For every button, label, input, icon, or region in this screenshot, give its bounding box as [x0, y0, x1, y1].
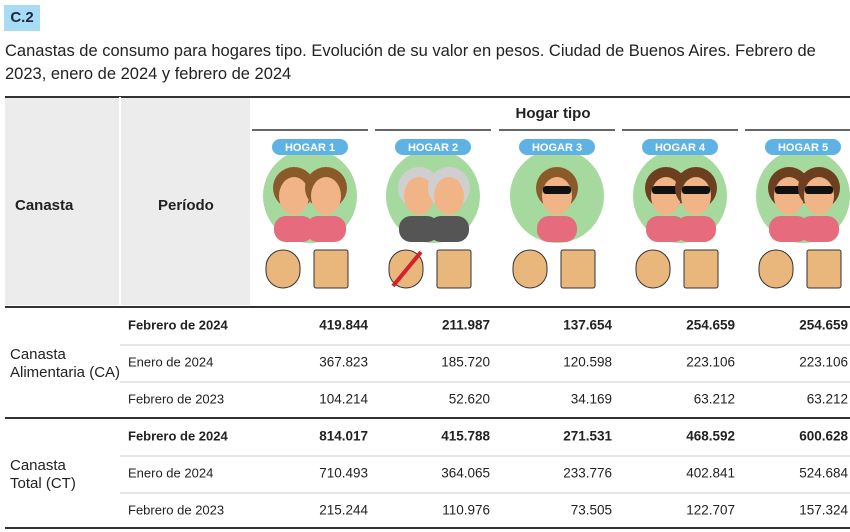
cell-value: 419.844 [319, 318, 368, 333]
cell-value: 137.654 [563, 318, 612, 333]
icon-face [311, 177, 341, 215]
small-icon [313, 249, 349, 289]
cell-value: 63.212 [694, 392, 735, 407]
small-icon [683, 249, 719, 289]
hogar-pill [395, 139, 471, 155]
icon-body [646, 216, 686, 242]
icon-body [399, 216, 439, 242]
hogar-label: HOGAR 2 [408, 142, 458, 154]
period: Febrero de 2023 [128, 502, 224, 517]
cell-value: 63.212 [807, 392, 848, 407]
cell-value: 185.720 [441, 355, 490, 370]
icon-glasses [805, 186, 833, 194]
cell-value: 524.684 [799, 466, 848, 481]
hogar-label: HOGAR 3 [532, 142, 582, 154]
hogar-pill [642, 139, 718, 155]
hogar-label: HOGAR 5 [778, 142, 828, 154]
cell-value: 600.628 [799, 429, 848, 444]
cell-value: 211.987 [442, 318, 490, 333]
hogar-label: HOGAR 4 [655, 142, 706, 154]
small-icon [560, 249, 596, 289]
cell-value: 122.707 [686, 503, 735, 518]
cell-value: 223.106 [686, 355, 735, 370]
small-icon [758, 249, 794, 289]
cell-value: 367.823 [319, 355, 368, 370]
small-icon [512, 249, 548, 289]
period: Febrero de 2024 [128, 428, 228, 443]
icon-body [429, 216, 469, 242]
cell-value: 254.659 [799, 318, 848, 333]
cell-value: 233.776 [563, 466, 612, 481]
hogar-pill [519, 139, 595, 155]
badge: C.2 [4, 5, 40, 31]
cell-value: 271.531 [563, 429, 612, 444]
cell-value: 34.169 [571, 392, 612, 407]
cell-value: 814.017 [319, 429, 368, 444]
icon-glasses [652, 186, 680, 194]
icon-body [799, 216, 839, 242]
small-icon [436, 249, 472, 289]
cell-value: 364.065 [441, 466, 490, 481]
hogar-label: HOGAR 1 [285, 142, 335, 154]
icon-face [279, 177, 309, 215]
small-icon [265, 249, 301, 289]
header-hogar-tipo: Hogar tipo [516, 105, 591, 122]
header-periodo: Período [158, 197, 214, 214]
hogar-pill [272, 139, 348, 155]
small-icon [635, 249, 671, 289]
group-label: Canasta [10, 346, 67, 363]
group-label: Total (CT) [10, 475, 76, 492]
cell-value: 223.106 [799, 355, 848, 370]
icon-glasses [543, 186, 571, 194]
group-label: Canasta [10, 457, 67, 474]
icon-body [769, 216, 809, 242]
cell-value: 254.659 [686, 318, 735, 333]
icon-face [542, 177, 572, 215]
cell-value: 402.841 [686, 466, 735, 481]
header-bg [5, 97, 250, 305]
period: Enero de 2024 [128, 465, 213, 480]
icon-face [804, 177, 834, 215]
icon-face [434, 177, 464, 215]
cell-value: 73.505 [571, 503, 612, 518]
icon-glasses [682, 186, 710, 194]
cell-value: 157.324 [799, 503, 848, 518]
cell-value: 110.976 [442, 503, 490, 518]
small-icon [806, 249, 842, 289]
hogar-pill [765, 139, 841, 155]
cell-value: 468.592 [686, 429, 735, 444]
cell-value: 120.598 [563, 355, 612, 370]
icon-body [306, 216, 346, 242]
period: Febrero de 2023 [128, 391, 224, 406]
title: Canastas de consumo para hogares tipo. E… [5, 42, 816, 83]
cell-value: 415.788 [441, 429, 490, 444]
header-canasta: Canasta [15, 197, 74, 214]
no-icon [391, 250, 423, 288]
icon-body [676, 216, 716, 242]
cell-value: 52.620 [449, 392, 490, 407]
cell-value: 215.244 [319, 503, 368, 518]
group-label: Alimentaria (CA) [10, 364, 120, 381]
cell-value: 104.214 [319, 392, 368, 407]
icon-body [274, 216, 314, 242]
icon-glasses [775, 186, 803, 194]
period: Febrero de 2024 [128, 317, 228, 332]
period: Enero de 2024 [128, 354, 213, 369]
icon-face [404, 177, 434, 215]
icon-body [537, 216, 577, 242]
icon-face [681, 177, 711, 215]
cell-value: 710.493 [319, 466, 368, 481]
